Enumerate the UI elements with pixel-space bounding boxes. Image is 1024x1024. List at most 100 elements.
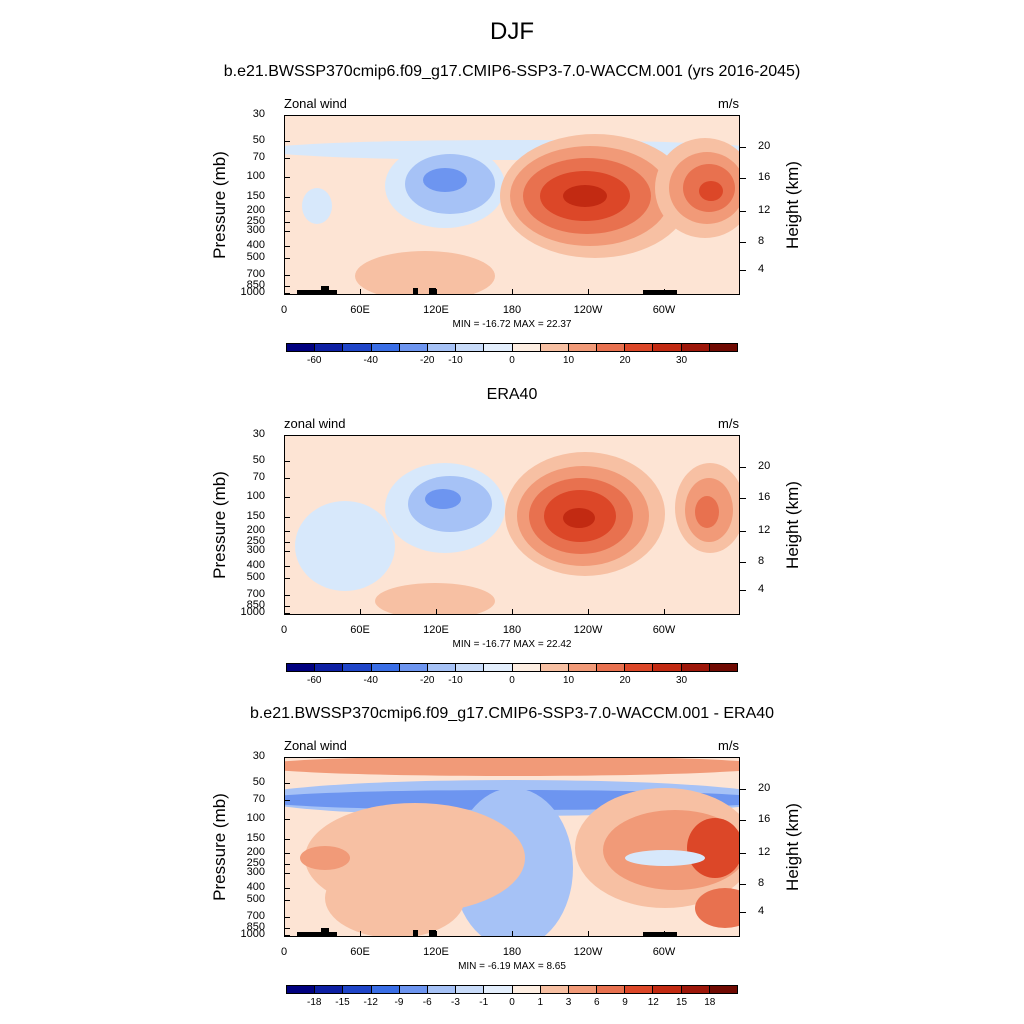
height-tick-label: 8 xyxy=(758,877,765,889)
pressure-tick-mark xyxy=(284,578,290,579)
pressure-tick-label: 1000 xyxy=(240,286,265,298)
pressure-tick-mark xyxy=(284,819,290,820)
y2-axis-title: Height (km) xyxy=(783,481,802,569)
pressure-tick-mark xyxy=(284,177,290,178)
contour-region-10 xyxy=(625,850,705,866)
colorbar-swatch xyxy=(625,664,654,671)
pressure-tick-label: 100 xyxy=(246,170,265,182)
pressure-tick-label: 50 xyxy=(252,454,265,466)
topography-mask-3 xyxy=(413,930,418,936)
height-tick-label: 20 xyxy=(758,140,771,152)
pressure-tick-mark xyxy=(284,606,290,607)
pressure-tick-mark xyxy=(284,246,290,247)
contour-svg xyxy=(285,758,739,936)
colorbar-swatch xyxy=(399,986,428,993)
colorbar-swatch xyxy=(597,664,626,671)
pressure-tick-mark xyxy=(284,286,290,287)
colorbar-swatch xyxy=(343,986,372,993)
pressure-tick-mark xyxy=(284,551,290,552)
panel-units-label: m/s xyxy=(718,416,739,431)
colorbar xyxy=(286,343,738,352)
height-tick-label: 8 xyxy=(758,235,765,247)
pressure-tick-label: 300 xyxy=(246,866,265,878)
height-tick-label: 4 xyxy=(758,583,765,595)
colorbar-swatch xyxy=(315,344,344,351)
colorbar-label: 20 xyxy=(619,355,631,366)
colorbar-swatch xyxy=(399,664,428,671)
colorbar-label: -20 xyxy=(420,675,435,686)
colorbar-swatch xyxy=(512,664,541,671)
pressure-tick-mark xyxy=(284,258,290,259)
colorbar-swatch xyxy=(597,986,626,993)
colorbar-swatch xyxy=(709,986,737,993)
y2-axis-title: Height (km) xyxy=(783,803,802,891)
pressure-tick-label: 700 xyxy=(246,910,265,922)
height-tick-label: 16 xyxy=(758,171,771,183)
colorbar-swatch xyxy=(653,664,682,671)
pressure-tick-label: 200 xyxy=(246,204,265,216)
pressure-tick-mark xyxy=(284,757,290,758)
colorbar-swatch xyxy=(540,986,569,993)
pressure-tick-label: 70 xyxy=(252,793,265,805)
colorbar-label: -40 xyxy=(363,355,378,366)
height-tick-mark xyxy=(740,820,746,821)
y-axis-title: Pressure (mb) xyxy=(210,471,229,579)
longitude-tick-mark xyxy=(512,609,513,615)
pressure-tick-label: 850 xyxy=(246,279,265,291)
height-tick-mark xyxy=(740,467,746,468)
pressure-tick-mark xyxy=(284,783,290,784)
colorbar-swatch xyxy=(427,664,457,671)
panel-left-label: zonal wind xyxy=(284,416,346,431)
height-tick-label: 4 xyxy=(758,905,765,917)
longitude-tick-mark xyxy=(664,609,665,615)
colorbar-swatch xyxy=(568,986,598,993)
contour-plot xyxy=(284,435,740,615)
colorbar-swatch xyxy=(315,664,344,671)
colorbar-label: -40 xyxy=(363,675,378,686)
colorbar-swatch xyxy=(456,344,485,351)
pressure-tick-mark xyxy=(284,222,290,223)
contour-region-5 xyxy=(423,168,467,192)
height-tick-mark xyxy=(740,498,746,499)
colorbar-swatch xyxy=(540,664,569,671)
height-tick-mark xyxy=(740,789,746,790)
contour-region-12 xyxy=(295,501,395,591)
height-tick-mark xyxy=(740,562,746,563)
height-tick-label: 4 xyxy=(758,263,765,275)
colorbar xyxy=(286,663,738,672)
pressure-tick-label: 850 xyxy=(246,921,265,933)
pressure-tick-label: 700 xyxy=(246,588,265,600)
pressure-tick-mark xyxy=(284,231,290,232)
pressure-tick-label: 400 xyxy=(246,239,265,251)
pressure-tick-mark xyxy=(284,839,290,840)
colorbar-swatch xyxy=(653,986,682,993)
longitude-tick-label: 180 xyxy=(502,304,522,316)
colorbar-label: 3 xyxy=(565,997,572,1008)
topography-mask-4 xyxy=(429,930,436,936)
panel-left-label: Zonal wind xyxy=(284,96,347,111)
colorbar-swatch xyxy=(681,986,710,993)
height-tick-mark xyxy=(740,853,746,854)
panel-units-label: m/s xyxy=(718,738,739,753)
contour-region-10 xyxy=(563,185,607,207)
longitude-tick-label: 120E xyxy=(423,946,449,958)
colorbar-label: -10 xyxy=(448,355,463,366)
pressure-tick-mark xyxy=(284,928,290,929)
height-tick-label: 12 xyxy=(758,204,771,216)
colorbar-swatch xyxy=(568,344,598,351)
colorbar-swatch xyxy=(625,344,654,351)
colorbar-swatch xyxy=(568,664,598,671)
contour-svg xyxy=(285,436,739,614)
colorbar-swatch xyxy=(512,344,541,351)
topography-mask-2 xyxy=(321,286,329,294)
longitude-tick-label: 60W xyxy=(652,304,676,316)
pressure-tick-label: 150 xyxy=(246,510,265,522)
pressure-tick-label: 30 xyxy=(252,750,265,762)
longitude-tick-mark xyxy=(588,609,589,615)
longitude-tick-mark xyxy=(284,289,285,295)
colorbar-label: -60 xyxy=(307,675,322,686)
pressure-tick-mark xyxy=(284,595,290,596)
colorbar-swatch xyxy=(315,986,344,993)
height-tick-label: 20 xyxy=(758,782,771,794)
longitude-tick-label: 60E xyxy=(350,304,370,316)
